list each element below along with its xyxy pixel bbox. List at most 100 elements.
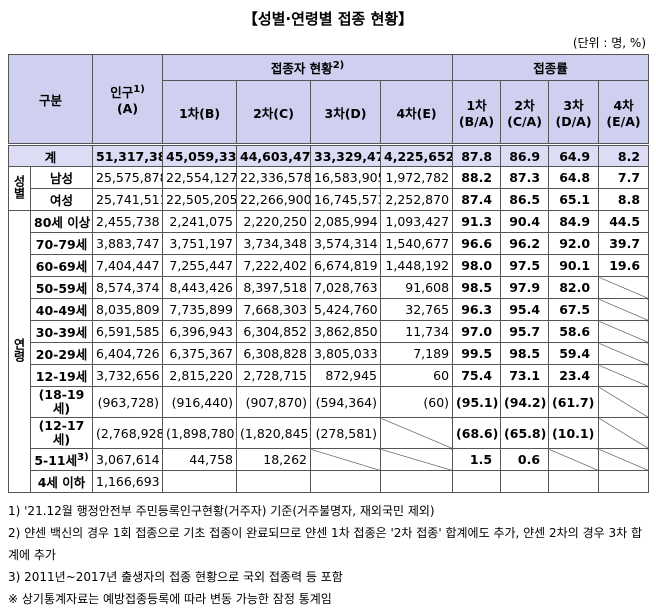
count-cell: 7,255,447	[162, 254, 238, 277]
rate-cell: (68.6)	[452, 417, 502, 449]
rate-cell: 65.1	[548, 188, 600, 211]
rate-cell: (94.2)	[500, 386, 550, 418]
data-row: 연령 80세 이상 2,455,738 2,241,075 2,220,250 2,085…	[8, 210, 650, 493]
row-label: 80세 이상	[29, 210, 94, 233]
count-cell: 3,734,348	[236, 232, 312, 255]
note-mark: 1)	[133, 83, 145, 95]
count-cell: 3,805,033	[310, 342, 382, 365]
header-code: (A)	[116, 101, 139, 116]
header-dose: 1차(B)	[162, 80, 238, 145]
rate-cell: 98.0	[452, 254, 502, 277]
count-cell: 32,765	[380, 298, 454, 321]
count-cell: 7,222,402	[236, 254, 312, 277]
group-text: 연령	[12, 338, 26, 362]
count-cell: (1,820,845)	[236, 417, 312, 449]
table-body: 계51,317,38945,059,33244,603,47833,329,47…	[7, 143, 650, 493]
label-text: (18-19세)	[38, 387, 85, 416]
data-row: 여성 25,741,511 22,505,205 22,266,900 16,745,5…	[9, 188, 650, 211]
label-text: 60-69세	[35, 259, 88, 274]
label-text: 5-11세	[34, 453, 78, 468]
label-text: 40-49세	[35, 303, 88, 318]
footnote: 1) '21.12월 행정안전부 주민등록인구현황(거주자) 기준(거주불명자,…	[8, 504, 435, 518]
note-mark: 2)	[332, 59, 345, 71]
label-text: 여성	[50, 193, 74, 208]
data-row: 12-19세 3,732,656 2,815,220 2,728,715 872,945…	[9, 364, 650, 387]
count-cell: 22,266,900	[236, 188, 312, 211]
count-cell: 45,059,332	[162, 143, 238, 167]
count-cell: 7,668,303	[236, 298, 312, 321]
rate-cell: 67.5	[548, 298, 600, 321]
count-cell: 2,241,075	[162, 210, 238, 233]
count-cell: (2,768,928)	[92, 417, 164, 449]
data-row: 40-49세 8,035,809 7,735,899 7,668,303 5,424,7…	[9, 298, 650, 321]
header-text: 1차	[466, 98, 487, 113]
label-text: 50-59세	[35, 281, 88, 296]
group-text: 성별	[12, 175, 26, 199]
header-rate-dose: 3차 (D/A)	[548, 80, 600, 145]
header-group: 구분	[7, 54, 94, 145]
count-cell: (1,898,780)	[162, 417, 238, 449]
row-label: (18-19세)	[29, 386, 94, 418]
row-label: (12-17세)	[29, 417, 94, 449]
header-rate: 접종률	[452, 54, 650, 81]
empty-cell	[598, 320, 650, 343]
count-cell: 5,424,760	[310, 298, 382, 321]
header-rate-dose: 4차 (E/A)	[598, 80, 650, 145]
label-text: 12-19세	[35, 369, 88, 384]
count-cell: 3,883,747	[92, 232, 164, 255]
empty-cell	[598, 364, 650, 387]
empty-cell	[598, 276, 650, 299]
count-cell: 11,734	[380, 320, 454, 343]
count-cell: 2,220,250	[236, 210, 312, 233]
rate-cell: 19.6	[598, 254, 650, 277]
count-cell: 6,304,852	[236, 320, 312, 343]
rate-cell: 0.6	[500, 448, 550, 471]
count-cell: 2,455,738	[92, 210, 164, 233]
header-dose: 2차(C)	[236, 80, 312, 145]
row-label: 70-79세	[29, 232, 94, 255]
count-cell: 6,396,943	[162, 320, 238, 343]
count-cell: 7,189	[380, 342, 454, 365]
rate-cell: 92.0	[548, 232, 600, 255]
header-text: (C/A)	[507, 114, 542, 129]
rate-cell: 98.5	[452, 276, 502, 299]
rate-cell: 97.5	[500, 254, 550, 277]
count-cell: 1,448,192	[380, 254, 454, 277]
header-text: 인구	[110, 85, 134, 100]
count-cell: 6,674,819	[310, 254, 382, 277]
data-row: 60-69세 7,404,447 7,255,447 7,222,402 6,674,8…	[9, 254, 650, 277]
data-row: 5-11세3) 3,067,614 44,758 18,262 1.5 0.6	[9, 448, 650, 471]
count-cell: 3,067,614	[92, 448, 164, 471]
count-cell: 3,751,197	[162, 232, 238, 255]
count-cell: 7,735,899	[162, 298, 238, 321]
count-cell: (60)	[380, 386, 454, 418]
blank-cell	[500, 470, 550, 493]
rate-cell: 90.4	[500, 210, 550, 233]
data-row: 성별 남성 25,575,878 22,554,127 22,336,578 16,583…	[8, 166, 650, 211]
count-cell: 8,397,518	[236, 276, 312, 299]
rate-cell: 96.2	[500, 232, 550, 255]
header-text: 2차	[514, 98, 535, 113]
rate-cell: 99.5	[452, 342, 502, 365]
header-text: 접종자 현황	[270, 61, 333, 76]
empty-cell	[598, 298, 650, 321]
count-cell: 8,035,809	[92, 298, 164, 321]
count-cell: 22,505,205	[162, 188, 238, 211]
header-text: (B/A)	[458, 114, 495, 129]
label-text: (12-17세)	[38, 418, 85, 447]
rate-cell: 87.3	[500, 166, 550, 189]
count-cell: 91,608	[380, 276, 454, 299]
label-text: 30-39세	[35, 325, 88, 340]
vaccination-table: 구분 인구1) (A) 접종자 현황2) 접종률 1차(B) 2차(C) 3차(D) 4…	[7, 54, 650, 493]
empty-cell	[380, 448, 454, 471]
header-text: (E/A)	[606, 114, 641, 129]
empty-cell	[310, 448, 382, 471]
count-cell: (916,440)	[162, 386, 238, 418]
row-label: 여성	[29, 188, 94, 211]
footnote: 3) 2011년~2017년 출생자의 접종 현황으로 국외 접종력 등 포함	[8, 570, 343, 584]
rate-cell: 87.4	[452, 188, 502, 211]
rate-cell: 7.7	[598, 166, 650, 189]
rate-cell: (10.1)	[548, 417, 600, 449]
count-cell: 25,741,511	[92, 188, 164, 211]
